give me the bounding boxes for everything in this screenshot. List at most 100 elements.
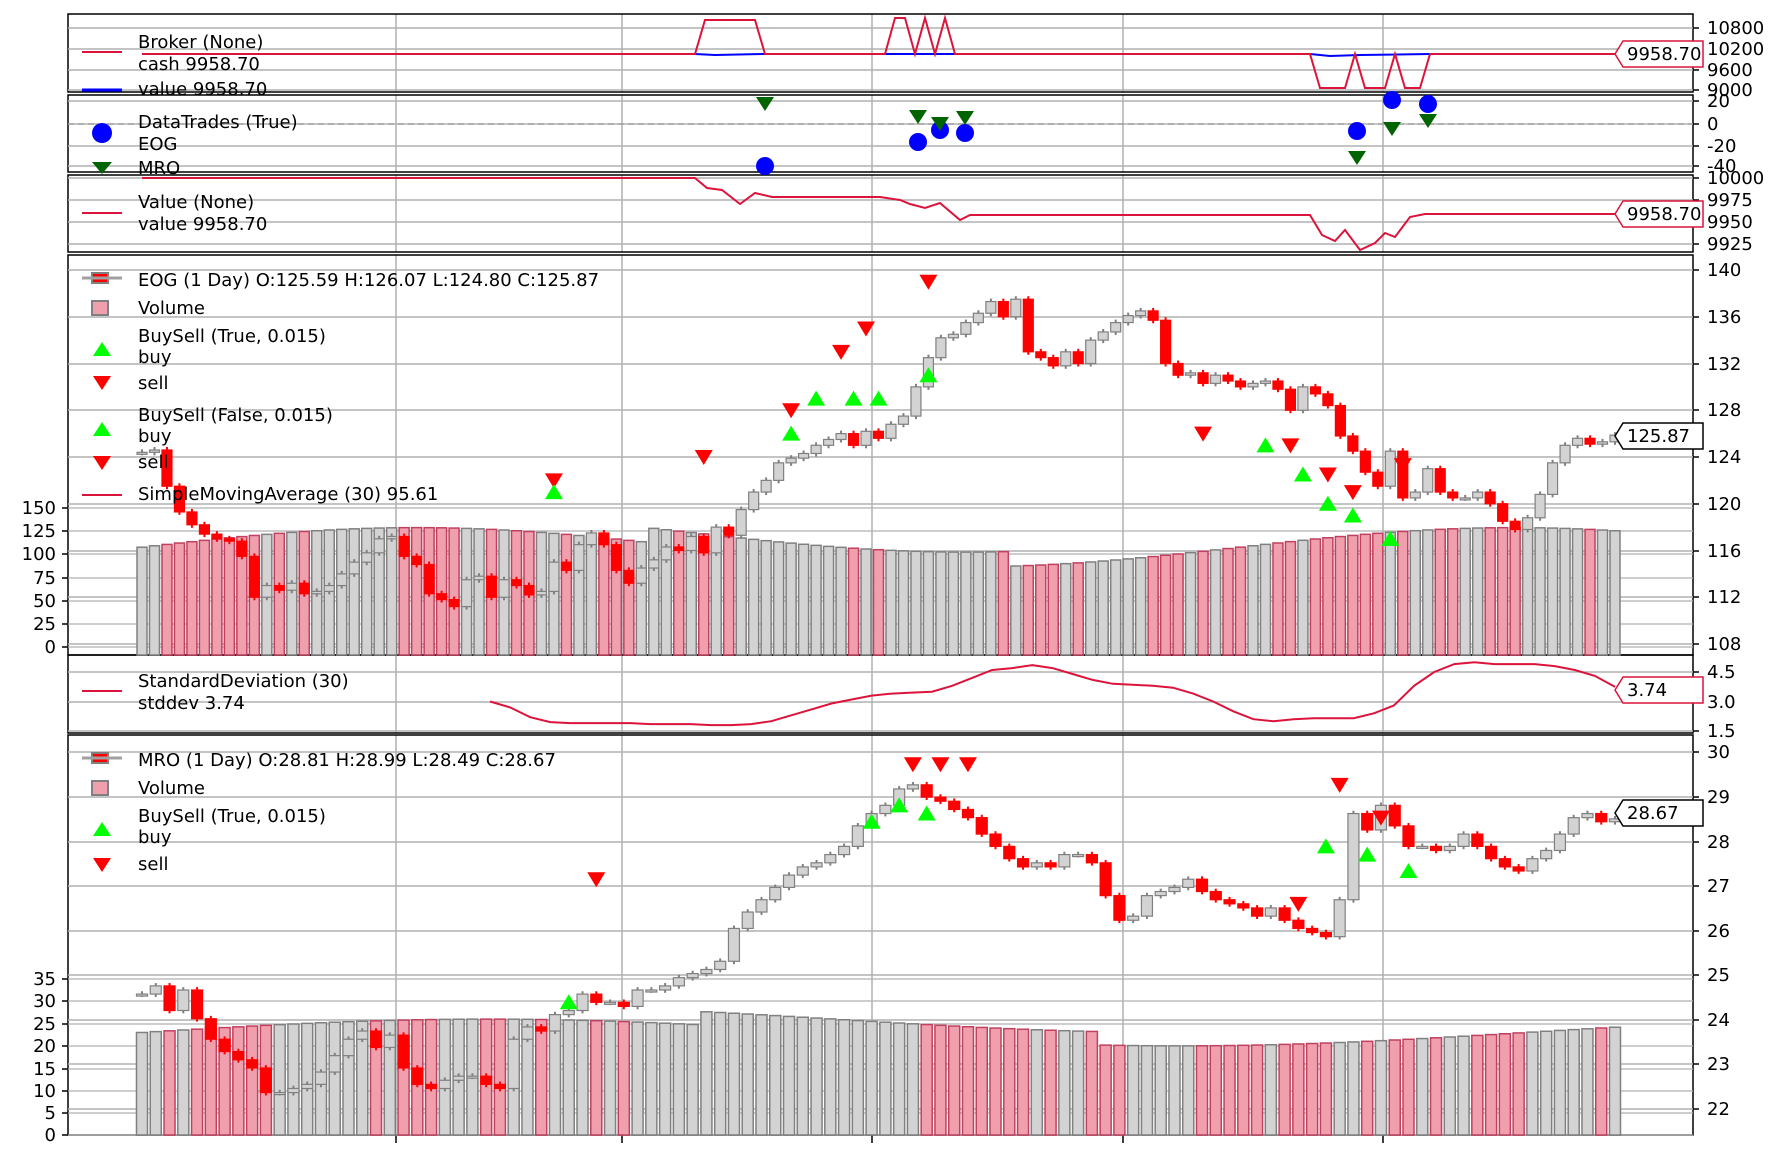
mro-candle-body [631,989,644,1008]
eog-candle-body [560,561,573,571]
value-ytick-label: 9925 [1707,234,1753,255]
mro-candle-body [1553,833,1567,852]
eog-volume-bar [1222,547,1234,656]
mro-volume-bar [686,1023,699,1136]
eog-candle-body [386,535,398,540]
eog-candle-body [535,590,548,596]
eog-volume-bar [1309,538,1322,656]
mro-volume-tick-label: 0 [45,1125,56,1146]
eog-price-tick-label: 112 [1707,587,1741,608]
mro-candle-body [1044,862,1057,868]
eog-volume-bar [385,527,398,656]
mro-candle-body [796,866,809,876]
mro-candle-body [741,911,754,930]
eog-candle-body [1397,450,1409,499]
datatrades-ytick-label: 0 [1707,114,1718,135]
mro-volume-bar [879,1021,892,1136]
mro-candle-body [1154,890,1167,897]
mro-price-tick-label: 25 [1707,965,1730,986]
datatrades-legend-mro: MRO [138,158,180,179]
mro-candle-body [521,1026,534,1040]
datatrades-ytick-label: -20 [1707,136,1736,157]
eog-trade-point [909,133,927,151]
stddev-ytick-label: 3.0 [1707,692,1736,713]
mro-candle-body [480,1075,493,1085]
broker-ytick-label: 9600 [1707,60,1753,81]
mro-candle-body [369,1030,383,1049]
eog-volume-bar [410,526,423,656]
eog-volume-bar [1471,527,1484,656]
mro-volume-bar [1250,1044,1264,1136]
eog-volume-tick-label: 0 [45,637,56,658]
mro-candle-body [1072,853,1085,858]
eog-volume-bar [960,551,972,656]
mro-candle-body [1402,825,1415,847]
eog-buy-marker [1318,495,1337,511]
eog-candle-body [485,575,498,598]
mro-candle-body [906,784,920,790]
eog-volume-bar [1209,549,1222,656]
mro-candle-body [204,1018,217,1040]
eog-sell-marker [1281,438,1300,454]
eog-candle-body [660,546,672,561]
buy-marker-icon [93,342,111,356]
mro-trade-point [1348,151,1366,165]
eog-volume-bar [610,538,623,656]
eog-candle-body [760,479,772,493]
datatrades-legend: DataTrades (True) EOG MRO [92,112,298,179]
mro-volume-tick-label: 5 [45,1103,56,1124]
eog-volume-bar [1571,528,1584,656]
buy-marker-icon [93,822,111,836]
mro-volume-bar [1223,1044,1236,1136]
mro-volume-bar [1195,1045,1209,1136]
eog-volume-bar [1496,526,1509,656]
mro-volume-bar [1071,1030,1085,1136]
eog-candle-body [473,575,485,581]
mro-sell-marker [587,872,606,888]
eog-volume-bar [922,550,935,656]
eog-candle-body [510,579,523,587]
eog-volume-bar [1159,554,1172,656]
eog-candle-body [236,540,248,557]
eog-volume-bar [1247,545,1259,656]
eog-volume-bar [1322,537,1334,656]
mro-volume-bar [1264,1043,1278,1136]
mro-volume-bar [1347,1041,1360,1136]
eog-candle-body [1534,493,1546,519]
eog-candle-body [1160,319,1172,365]
mro-trade-point [956,111,974,125]
mro-candle-body [714,960,727,971]
eog-buy-marker [844,390,863,406]
mro-volume-tick-label: 25 [33,1014,56,1035]
eog-trade-point [1383,91,1401,109]
mro-candle-body [1292,919,1305,930]
eog-volume-bar [1284,540,1297,656]
eog-volume-bar [747,538,760,656]
mro-buy-marker [1358,846,1377,862]
eog-volume-swatch-icon [91,300,109,316]
mro-volume-bar [810,1017,823,1136]
mro-candle-body [1540,849,1553,860]
eog-legend-sma: SimpleMovingAverage (30) 95.61 [138,484,438,505]
eog-volume-bar [1422,529,1434,656]
mro-candle-body [397,1034,410,1069]
eog-candle-body [1509,520,1521,531]
mro-buy-marker [917,805,936,821]
mro-candle-body [135,993,149,997]
eog-candle-body [748,491,760,511]
eog-volume-bar [136,546,148,656]
eog-sell-marker [544,473,563,489]
mro-trade-marker-icon [92,162,112,174]
mro-candle-body [1457,833,1470,847]
mro-volume-bar [562,1019,576,1136]
eog-candle-body [1197,372,1209,384]
eog-candle-body [198,524,211,535]
eog-candle-body [610,544,622,571]
mro-candle-body [466,1075,479,1079]
mro-volume-bar [369,1020,383,1136]
mro-volume-bar [1594,1027,1608,1136]
eog-price-tick-label: 128 [1707,400,1741,421]
mro-buy-marker [890,797,909,813]
eog-sell-marker [919,274,938,290]
mro-volume-bar [700,1011,713,1136]
